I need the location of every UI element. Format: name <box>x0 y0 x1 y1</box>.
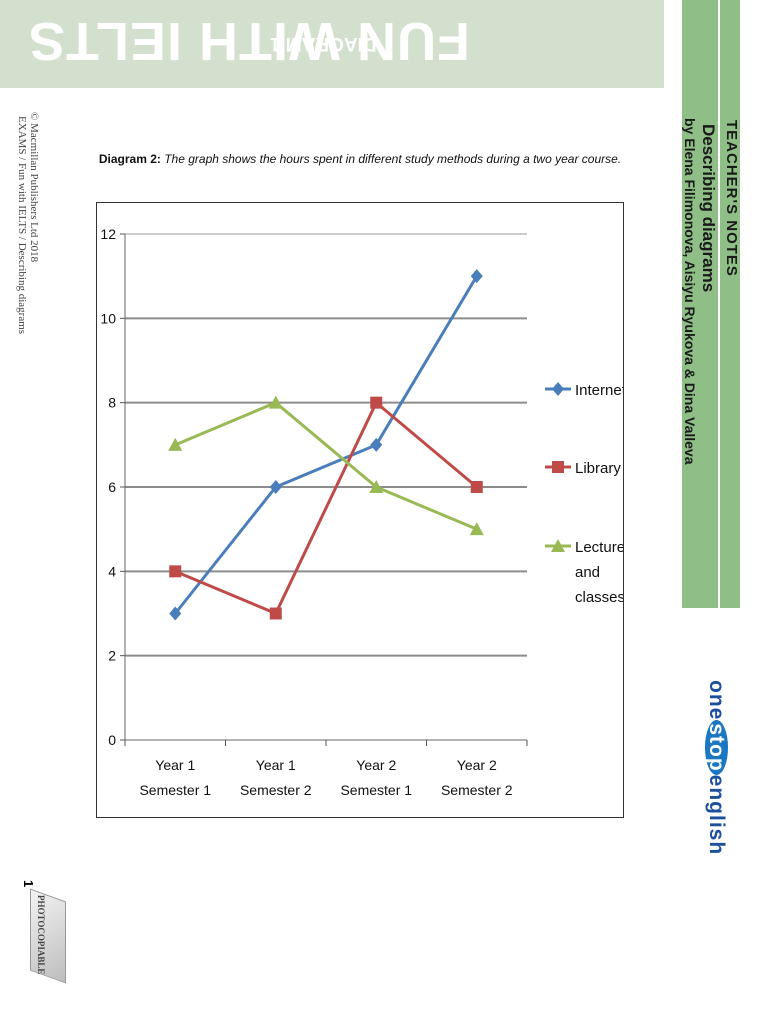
y-tick-label-2: 2 <box>108 648 116 664</box>
x-tick-label-0-0: Year 1 <box>155 757 195 773</box>
series-line-internet <box>174 275 479 615</box>
data-point-lectures-and-classes-3 <box>469 522 484 536</box>
data-point-internet-1 <box>269 480 282 494</box>
caption-label: Diagram 2: <box>98 152 161 166</box>
legend-marker-internet <box>552 382 564 396</box>
legend-label-lectures-and-classes-1: and <box>575 564 600 581</box>
legend-marker-library <box>552 461 564 473</box>
legend-label-lectures-and-classes-0: Lectures <box>575 539 623 556</box>
logo-part-english: english <box>705 774 728 856</box>
line-chart: 0 2 4 6 8 10 12 Year 1 Semester 1 Year 1 Semester … <box>100 226 623 798</box>
data-point-internet-2 <box>370 437 383 452</box>
header-banner-text: FUN WITH IELTS DIAGRAM 1 <box>0 0 664 88</box>
y-tick-label-10: 10 <box>100 310 116 326</box>
data-point-library-0 <box>169 565 182 578</box>
photocopiable-label: PHOTOCOPIABLE <box>36 895 46 975</box>
x-tick-label-3-0: Year 2 <box>457 757 497 773</box>
chart-frame: 0 2 4 6 8 10 12 Year 1 Semester 1 Year 1 Semester … <box>96 202 624 818</box>
data-point-library-2 <box>370 396 383 409</box>
data-point-internet-3 <box>470 269 483 284</box>
data-point-lectures-and-classes-2 <box>369 480 384 493</box>
copyright-line-1: © Macmillan Publishers Ltd 2018 <box>28 112 40 263</box>
logo-part-stop: stop <box>705 720 728 775</box>
y-tick-label-8: 8 <box>108 395 116 411</box>
logo-part-one: one <box>705 680 728 721</box>
banner-subtitle: DIAGRAM 1 <box>270 33 377 54</box>
y-tick-label-6: 6 <box>108 479 116 495</box>
data-point-lectures-and-classes-1 <box>268 395 283 409</box>
onestopenglish-logo: onestopenglish <box>704 680 728 855</box>
data-point-internet-0 <box>169 606 182 621</box>
notes-subtitle: Describing diagrams <box>699 124 718 293</box>
x-tick-label-1-1: Semester 2 <box>240 782 312 798</box>
x-tick-label-1-0: Year 1 <box>256 757 296 773</box>
diagram-caption: Diagram 2: The graph shows the hours spe… <box>95 152 625 166</box>
side-notes-strip <box>682 0 740 608</box>
x-tick-label-0-1: Semester 1 <box>139 782 211 798</box>
x-tick-label-2-0: Year 2 <box>356 757 396 773</box>
page-number: 1 <box>21 880 36 888</box>
teachers-notes-title: TEACHER'S NOTES <box>723 120 740 277</box>
data-point-library-3 <box>470 481 483 493</box>
legend-label-lectures-and-classes-2: classes <box>575 589 623 606</box>
caption-text: The graph shows the hours spent in diffe… <box>164 152 622 166</box>
copyright-line-2: EXAMS / Fun with IELTS / Describing diag… <box>16 116 28 335</box>
notes-authors: by Elena Filimonova, Aisiyu Ryukova & Di… <box>682 118 698 465</box>
legend-marker-lectures-and-classes <box>551 539 565 552</box>
y-tick-label-12: 12 <box>100 226 116 242</box>
data-point-library-1 <box>269 607 282 620</box>
y-tick-label-4: 4 <box>108 563 116 579</box>
series-line-lectures-and-classes <box>174 401 478 531</box>
y-tick-label-0: 0 <box>108 732 116 748</box>
series-line-library <box>174 401 478 615</box>
banner-title: FUN WITH IELTS <box>28 11 470 71</box>
x-tick-label-2-1: Semester 1 <box>340 782 412 798</box>
side-strip-divider <box>718 0 720 608</box>
data-point-lectures-and-classes-0 <box>168 437 183 451</box>
header-banner <box>0 0 664 88</box>
x-tick-label-3-1: Semester 2 <box>441 782 513 798</box>
legend-label-internet-0: Internet <box>575 382 623 399</box>
legend-label-library-0: Library <box>575 460 621 477</box>
